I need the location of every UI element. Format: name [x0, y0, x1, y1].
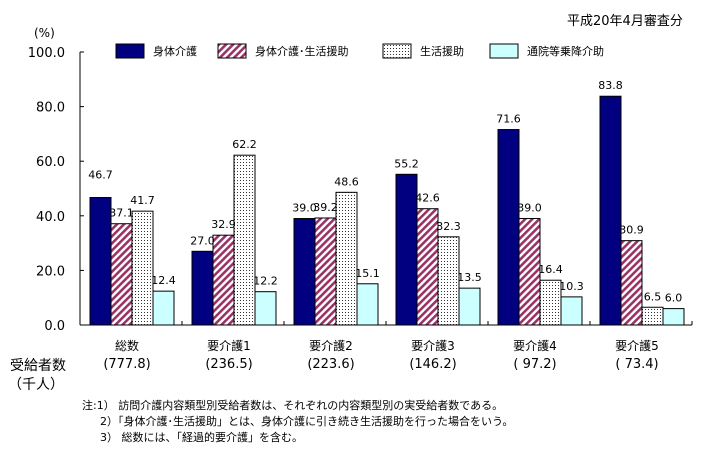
- bar: [356, 283, 379, 326]
- legend: 身体介護 身体介護･生活援助 生活援助 通院等乗降介助: [115, 43, 604, 59]
- y-tick-label: 20.0: [36, 264, 65, 279]
- recipients-value: ( 73.4): [615, 357, 659, 372]
- y-tick-label: 40.0: [36, 210, 65, 225]
- category-label: 要介護5: [615, 339, 659, 353]
- category-label: 要介護3: [411, 339, 455, 353]
- bar-value-label: 83.8: [598, 79, 623, 92]
- bar: [152, 290, 175, 326]
- bar-value-label: 39.0: [517, 202, 542, 215]
- bar-value-label: 12.2: [253, 275, 278, 288]
- note-2: 2）「身体介護･生活援助」とは、身体介護に引き続き生活援助を行った場合をいう。: [100, 415, 514, 428]
- y-tick-label: 0.0: [44, 319, 65, 334]
- bar-value-label: 15.1: [355, 267, 380, 280]
- bar: [497, 129, 520, 326]
- legend-label: 通院等乗降介助: [527, 44, 604, 58]
- bar-value-label: 30.9: [619, 224, 644, 237]
- legend-swatch: [382, 43, 412, 59]
- recipients-label-line1: 受給者数: [10, 358, 66, 374]
- note-3: 3） 総数には、「経過的要介護」を含む。: [100, 431, 303, 444]
- bar: [191, 250, 214, 326]
- bar: [314, 217, 337, 326]
- bar: [518, 218, 541, 326]
- recipients-value: (236.5): [205, 357, 253, 372]
- bar: [458, 287, 481, 326]
- note-1: 注:1） 訪問介護内容類型別受給者数は、それぞれの内容類型別の実受給者数である。: [82, 399, 504, 412]
- legend-label: 生活援助: [420, 44, 464, 58]
- bar-value-label: 32.9: [211, 218, 236, 231]
- category-label: 要介護1: [207, 339, 251, 353]
- axes: 0.0 20.0 40.0 60.0 80.0 100.0: [28, 46, 693, 334]
- bar-value-label: 12.4: [151, 274, 176, 287]
- bar-labels: 46.737.141.712.427.032.962.212.239.039.2…: [88, 79, 682, 304]
- bar-value-label: 39.0: [292, 202, 317, 215]
- recipients-value: (223.6): [307, 357, 355, 372]
- legend-swatch: [217, 43, 247, 59]
- bar: [539, 279, 562, 326]
- bar-value-label: 55.2: [394, 157, 419, 170]
- legend-swatch: [115, 43, 145, 59]
- bar: [662, 308, 685, 326]
- bar: [89, 197, 112, 326]
- bar: [233, 154, 256, 326]
- bar: [437, 236, 460, 326]
- bar: [395, 173, 418, 326]
- category-label: 総数: [114, 339, 139, 353]
- legend-swatch: [489, 43, 519, 59]
- recipients-value: (777.8): [103, 357, 151, 372]
- bar-value-label: 39.2: [313, 201, 338, 214]
- bar: [254, 291, 277, 326]
- bar: [212, 234, 235, 326]
- bar-value-label: 6.0: [665, 292, 683, 305]
- bar-value-label: 27.0: [190, 234, 215, 247]
- bar-value-label: 62.2: [232, 138, 257, 151]
- bar: [416, 208, 439, 326]
- category-label: 要介護4: [513, 339, 557, 353]
- recipients-value: (146.2): [409, 357, 457, 372]
- y-tick-label: 80.0: [36, 101, 65, 116]
- legend-label: 身体介護･生活援助: [255, 44, 349, 58]
- bar-value-label: 46.7: [88, 169, 113, 182]
- bar-value-label: 10.3: [559, 280, 584, 293]
- bar-value-label: 32.3: [436, 220, 461, 233]
- recipients-label-line2: （千人）: [8, 377, 64, 393]
- bar: [620, 240, 643, 326]
- bar: [131, 210, 154, 326]
- bar: [641, 306, 664, 326]
- y-tick-label: 60.0: [36, 155, 65, 170]
- recipients-value: ( 97.2): [513, 357, 557, 372]
- y-axis-unit: (%): [34, 26, 55, 40]
- bar-value-label: 37.1: [109, 207, 134, 220]
- bars: [89, 95, 685, 326]
- date-note: 平成20年4月審査分: [567, 14, 683, 29]
- bar: [560, 296, 583, 326]
- bar: [599, 95, 622, 326]
- bar-value-label: 71.6: [496, 113, 521, 126]
- bar: [110, 223, 133, 326]
- bar-value-label: 41.7: [130, 194, 155, 207]
- bar: [335, 191, 358, 326]
- bar-value-label: 13.5: [457, 271, 482, 284]
- category-label: 要介護2: [309, 339, 353, 353]
- bar-value-label: 6.5: [644, 290, 662, 303]
- y-tick-label: 100.0: [28, 46, 65, 61]
- bar-value-label: 42.6: [415, 192, 440, 205]
- bar-value-label: 16.4: [538, 263, 563, 276]
- legend-label: 身体介護: [153, 44, 197, 58]
- bar: [293, 218, 316, 326]
- bar-value-label: 48.6: [334, 175, 359, 188]
